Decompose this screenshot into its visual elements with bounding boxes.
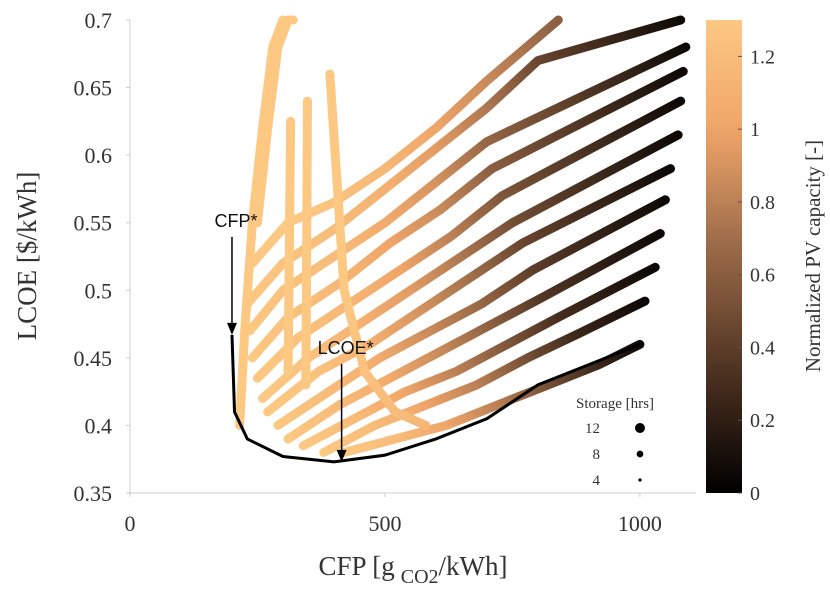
y-tick-label: 0.5 [85, 278, 113, 303]
arrow-head [226, 322, 237, 335]
colorbar-label: Normalized PV capacity [-] [801, 140, 825, 372]
colorbar-tick-label: 0.8 [750, 192, 775, 214]
size-legend-label: 12 [585, 421, 600, 437]
colorbar-tick-label: 1.2 [750, 46, 775, 68]
data-line [245, 42, 691, 336]
x-axis-label: CFP [g CO2/kWh] [318, 551, 507, 588]
data-line [298, 262, 660, 451]
y-tick-label: 0.7 [85, 8, 113, 33]
y-tick-label: 0.55 [74, 211, 113, 236]
data-line [339, 339, 645, 457]
data-line [325, 69, 431, 430]
y-axis-label: LCOE [$/kWh] [12, 172, 42, 341]
size-legend-title: Storage [hrs] [576, 396, 654, 412]
data-line [273, 195, 670, 430]
colorbar [706, 20, 742, 493]
x-axis-label-part: CO2 [401, 566, 439, 588]
y-tick-label: 0.65 [74, 76, 113, 101]
data-line [319, 296, 650, 457]
size-legend-dot [636, 450, 644, 458]
colorbar-tick-label: 0.4 [750, 337, 775, 359]
data-line [252, 15, 298, 228]
x-tick-label: 0 [125, 511, 136, 536]
colorbar-tick-label: 0.2 [750, 410, 775, 432]
data-line [252, 96, 686, 383]
size-legend-label: 8 [593, 447, 601, 463]
y-tick-label: 0.4 [85, 413, 113, 438]
colorbar-tick-label: 0 [750, 483, 760, 505]
frontier-line [230, 334, 641, 464]
y-tick-label: 0.6 [85, 143, 113, 168]
annotation-text: LCOE* [318, 338, 374, 358]
colorbar-tick-label: 0.6 [750, 265, 775, 287]
x-tick-label: 500 [368, 511, 401, 536]
data-line [283, 116, 296, 376]
size-legend-dot [635, 423, 645, 433]
arrow-head [336, 449, 347, 462]
data-line [235, 15, 288, 430]
y-tick-label: 0.45 [74, 346, 113, 371]
data-line [283, 229, 665, 444]
x-axis-label-part: /kWh] [439, 551, 508, 581]
y-tick-label: 0.35 [74, 481, 113, 506]
x-axis-label-part: CFP [g [318, 551, 394, 581]
colorbar-tick-label: 1 [750, 119, 760, 141]
x-tick-label: 1000 [618, 511, 662, 536]
size-legend-dot [638, 478, 642, 482]
annotation-text: CFP* [214, 211, 257, 231]
data-line [301, 96, 312, 390]
data-line [263, 164, 676, 417]
size-legend-label: 4 [593, 473, 601, 489]
